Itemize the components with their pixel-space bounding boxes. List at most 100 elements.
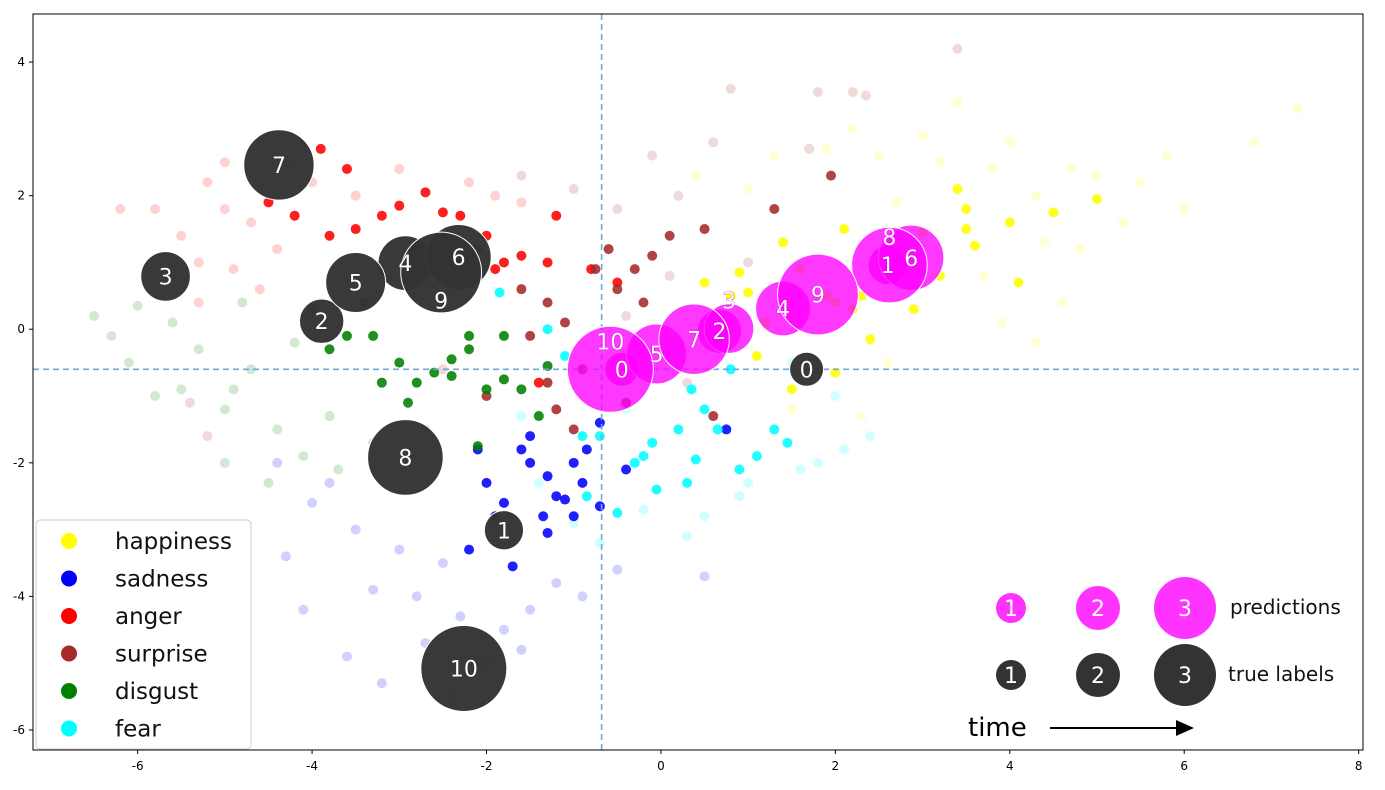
point-anger-faded bbox=[202, 177, 213, 188]
plot-frame bbox=[32, 13, 1364, 751]
point-sadness bbox=[568, 457, 579, 468]
size-legend-true-3 bbox=[1154, 644, 1216, 706]
point-fear-faded bbox=[839, 444, 850, 455]
point-disgust bbox=[394, 357, 405, 368]
point-sadness bbox=[594, 417, 605, 428]
y-tick-label: 0 bbox=[17, 322, 25, 336]
point-sadness-faded bbox=[324, 477, 335, 488]
point-fear bbox=[690, 454, 701, 465]
point-happiness-faded bbox=[1057, 297, 1068, 308]
point-surprise bbox=[708, 411, 719, 422]
point-surprise-faded bbox=[437, 364, 448, 375]
true_labels-circle-10 bbox=[420, 625, 508, 713]
predictions-label-6: 6 bbox=[904, 247, 918, 272]
point-surprise-faded bbox=[612, 204, 623, 215]
point-happiness-faded bbox=[690, 170, 701, 181]
point-surprise bbox=[699, 224, 710, 235]
point-anger-faded bbox=[193, 297, 204, 308]
point-disgust bbox=[411, 377, 422, 388]
point-fear bbox=[581, 491, 592, 502]
point-disgust bbox=[498, 374, 509, 385]
point-happiness-faded bbox=[1039, 237, 1050, 248]
point-anger bbox=[490, 264, 501, 275]
point-sadness-faded bbox=[341, 651, 352, 662]
point-anger bbox=[376, 210, 387, 221]
legend-marker-disgust bbox=[61, 683, 77, 699]
point-sadness-faded bbox=[699, 571, 710, 582]
point-fear-faded bbox=[795, 464, 806, 475]
point-sadness bbox=[581, 444, 592, 455]
size-legend-true-1 bbox=[996, 660, 1026, 690]
point-happiness-faded bbox=[1074, 244, 1085, 255]
point-fear-faded bbox=[638, 504, 649, 515]
point-anger bbox=[394, 200, 405, 211]
size-legend-true-label: 3 bbox=[1178, 664, 1192, 689]
point-fear bbox=[725, 364, 736, 375]
size-legend-prediction-1 bbox=[996, 593, 1026, 623]
point-disgust bbox=[341, 330, 352, 341]
point-disgust-faded bbox=[219, 457, 230, 468]
point-happiness-faded bbox=[1004, 137, 1015, 148]
point-happiness bbox=[1004, 217, 1015, 228]
true_labels-circle-0 bbox=[789, 351, 825, 387]
point-surprise-faded bbox=[952, 43, 963, 54]
time-label: time bbox=[968, 713, 1027, 743]
true_labels-label-4: 4 bbox=[398, 252, 412, 277]
point-sadness-faded bbox=[376, 678, 387, 689]
size-legend-prediction-3 bbox=[1154, 577, 1216, 639]
point-happiness-faded bbox=[882, 357, 893, 368]
point-disgust-faded bbox=[237, 297, 248, 308]
true_labels-circle-8 bbox=[367, 419, 444, 496]
point-anger-faded bbox=[516, 197, 527, 208]
legend-marker-happiness bbox=[61, 533, 77, 549]
point-disgust-faded bbox=[289, 337, 300, 348]
true_labels-circle-1 bbox=[483, 510, 525, 551]
true_labels-label-3: 3 bbox=[159, 265, 173, 290]
point-happiness bbox=[865, 334, 876, 345]
size-legend-prediction-label: 3 bbox=[1178, 597, 1192, 622]
x-tick-label: 0 bbox=[657, 759, 665, 773]
predictions-label-5: 5 bbox=[650, 343, 664, 368]
point-fear bbox=[612, 507, 623, 518]
point-anger-faded bbox=[490, 190, 501, 201]
point-happiness-faded bbox=[821, 143, 832, 154]
point-sadness-faded bbox=[525, 604, 536, 615]
x-tick-label: -4 bbox=[306, 759, 318, 773]
point-happiness-faded bbox=[1248, 137, 1259, 148]
point-surprise bbox=[638, 297, 649, 308]
point-surprise-faded bbox=[847, 87, 858, 98]
point-sadness-faded bbox=[455, 611, 466, 622]
point-sadness bbox=[721, 424, 732, 435]
point-surprise bbox=[542, 377, 553, 388]
point-disgust-faded bbox=[150, 391, 161, 402]
point-happiness bbox=[969, 240, 980, 251]
point-sadness-faded bbox=[411, 591, 422, 602]
point-anger-faded bbox=[150, 204, 161, 215]
point-surprise bbox=[647, 250, 658, 261]
predictions-label-4: 4 bbox=[776, 298, 790, 323]
point-happiness-faded bbox=[978, 270, 989, 281]
point-sadness-faded bbox=[437, 557, 448, 568]
point-anger bbox=[263, 197, 274, 208]
true_labels-label-7: 7 bbox=[272, 154, 286, 179]
x-tick-label: -2 bbox=[481, 759, 493, 773]
point-disgust bbox=[324, 344, 335, 355]
true_labels-circle-5 bbox=[325, 251, 387, 313]
point-surprise-faded bbox=[708, 137, 719, 148]
predictions-label-1: 1 bbox=[881, 254, 895, 279]
true_labels-label-0: 0 bbox=[800, 358, 814, 383]
true_labels-circle-3 bbox=[140, 251, 191, 302]
point-happiness bbox=[1092, 194, 1102, 205]
point-happiness bbox=[961, 204, 972, 215]
emotion-legend: happiness sadness anger surprise disgust fear bbox=[35, 519, 252, 750]
legend-marker-surprise bbox=[61, 645, 77, 662]
point-happiness bbox=[961, 224, 972, 235]
point-disgust-faded bbox=[89, 310, 100, 321]
true_labels-circle-7 bbox=[243, 129, 315, 201]
point-happiness bbox=[952, 183, 963, 194]
point-sadness bbox=[621, 464, 632, 475]
predictions-circle-10 bbox=[566, 325, 654, 413]
point-anger bbox=[516, 250, 527, 261]
point-fear bbox=[647, 437, 658, 448]
point-fear bbox=[594, 431, 605, 442]
